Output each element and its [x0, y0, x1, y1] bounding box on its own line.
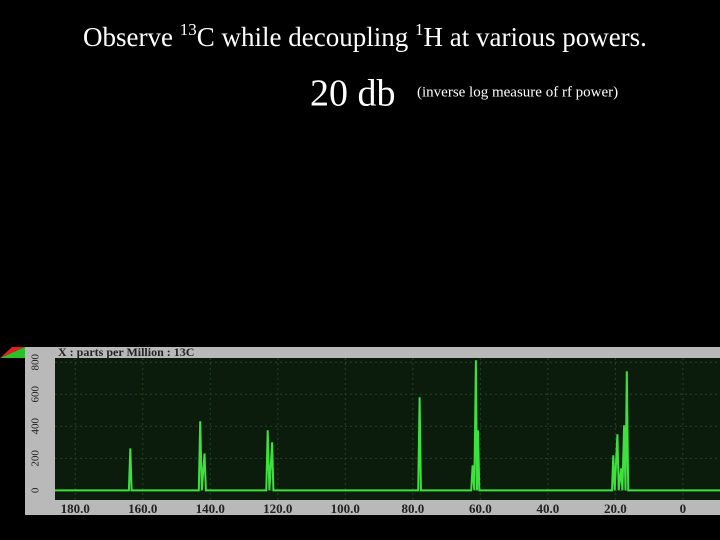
- slide-title: Observe 13C while decoupling 1H at vario…: [83, 20, 647, 52]
- x-tick-label: 60.0: [469, 501, 492, 516]
- x-axis-title: X : parts per Million : 13C: [58, 345, 194, 359]
- x-tick-label: 160.0: [128, 501, 157, 516]
- title-text: C while decoupling: [197, 22, 415, 52]
- power-label: 20 db: [310, 73, 396, 115]
- y-tick-label: 0: [30, 487, 42, 493]
- title-text: Observe: [83, 22, 180, 52]
- x-tick-label: 100.0: [331, 501, 360, 516]
- x-tick-label: 40.0: [536, 501, 559, 516]
- y-tick-label: 800: [30, 353, 42, 370]
- x-tick-label: 120.0: [263, 501, 292, 516]
- y-tick-label: 400: [30, 418, 42, 435]
- x-tick-label: 80.0: [401, 501, 424, 516]
- title-sup: 1: [415, 20, 424, 39]
- power-note: (inverse log measure of rf power): [417, 84, 618, 100]
- x-tick-label: 180.0: [61, 501, 90, 516]
- title-text: H at various powers.: [423, 22, 646, 52]
- x-tick-label: 140.0: [196, 501, 225, 516]
- y-tick-label: 600: [30, 386, 42, 403]
- window-icon: [0, 347, 25, 358]
- title-sup: 13: [180, 20, 197, 39]
- x-tick-label: 0: [680, 501, 687, 516]
- x-tick-label: 20.0: [604, 501, 627, 516]
- y-tick-label: 200: [30, 450, 42, 467]
- plot-area: [55, 358, 720, 500]
- spectrum-line: [55, 360, 720, 492]
